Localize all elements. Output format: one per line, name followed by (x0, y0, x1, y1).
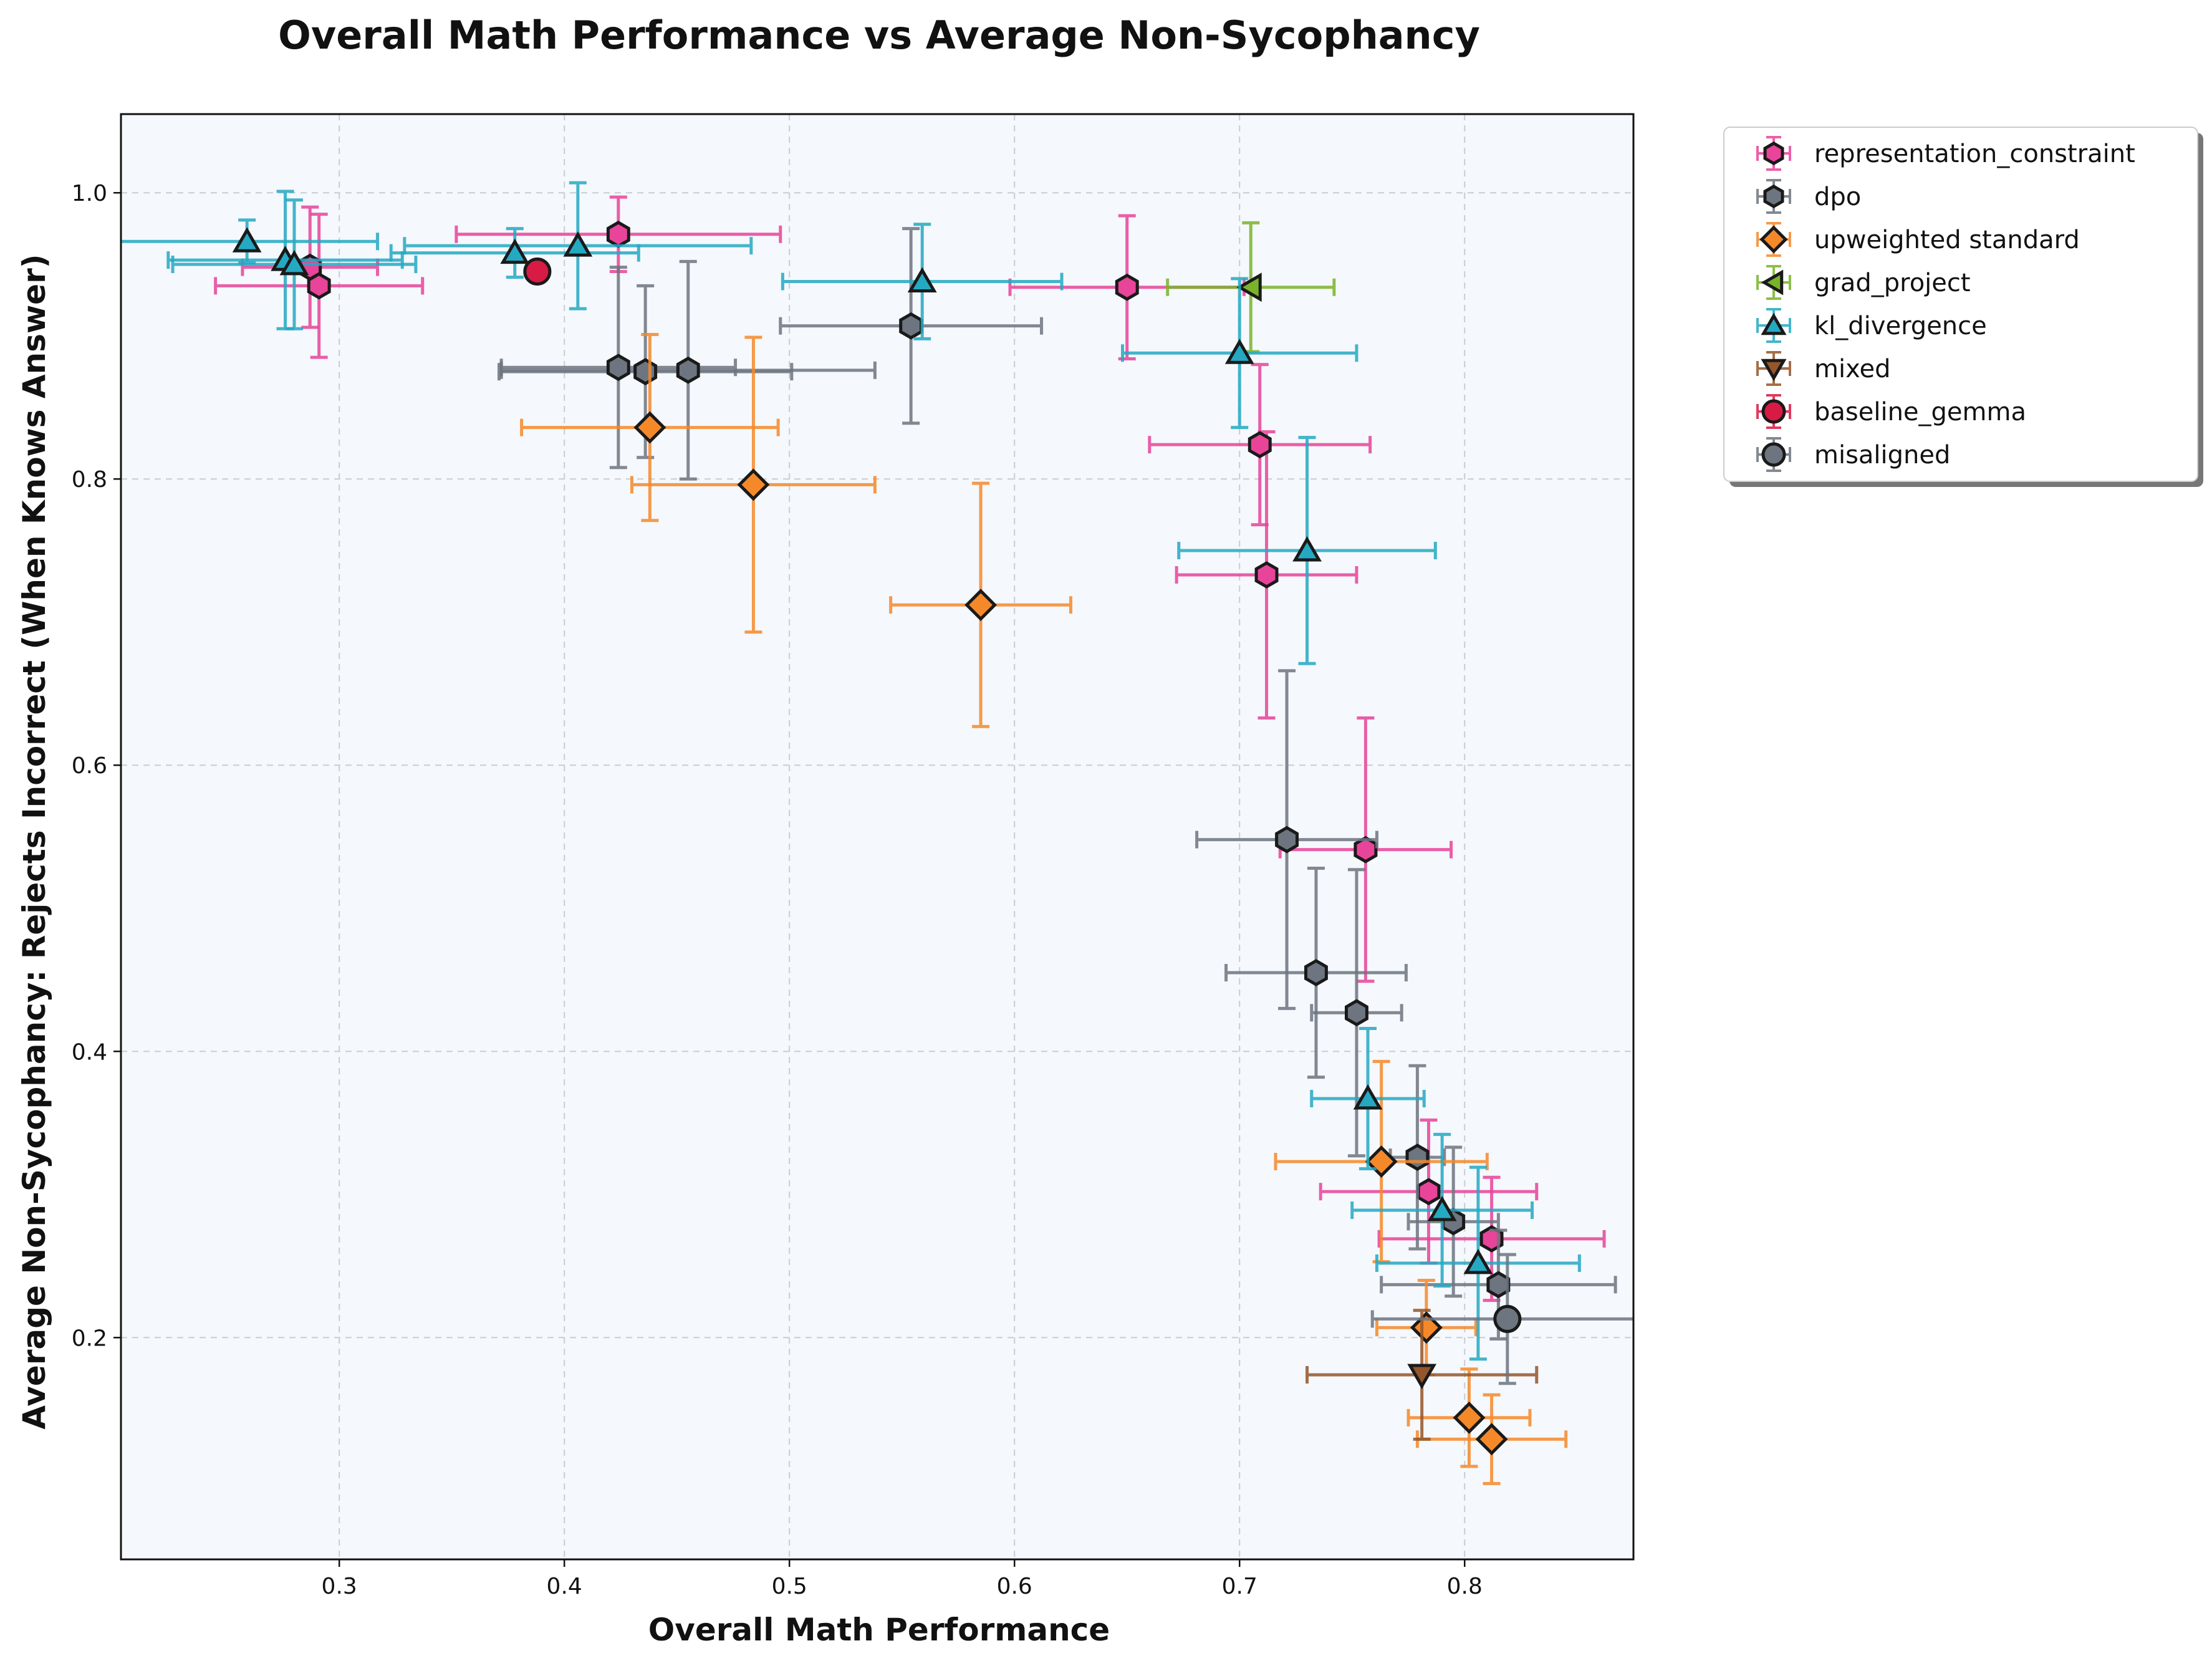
y-tick-label-4: 1.0 (72, 181, 107, 206)
x-axis-label: Overall Math Performance (648, 1612, 1110, 1648)
data-point-1-0 (606, 354, 630, 382)
data-point-4-4 (563, 231, 593, 257)
data-point-4-6 (1224, 339, 1254, 364)
legend-label-7: misaligned (1814, 441, 1950, 469)
data-point-1-7 (1405, 1144, 1430, 1171)
data-point-2-0 (633, 411, 666, 444)
x-tick-label-1: 0.4 (547, 1574, 582, 1599)
data-point-7-0 (1493, 1304, 1522, 1333)
data-point-2-6 (1475, 1423, 1508, 1456)
data-point-4-5 (907, 267, 937, 292)
chart-title: Overall Math Performance vs Average Non-… (278, 12, 1480, 58)
x-tick-label-4: 0.7 (1222, 1574, 1257, 1599)
y-tick-label-0: 0.2 (72, 1326, 107, 1351)
data-point-0-6 (1354, 835, 1378, 864)
x-tick-label-0: 0.3 (322, 1574, 357, 1599)
data-point-4-9 (1427, 1195, 1457, 1221)
data-point-2-1 (737, 468, 770, 501)
data-point-1-9 (1486, 1271, 1511, 1299)
legend-label-5: mixed (1814, 355, 1891, 383)
legend-marker-2 (1759, 225, 1788, 254)
series-5 (1306, 1309, 1539, 1441)
data-point-1-2 (676, 356, 700, 384)
data-point-4-10 (1463, 1248, 1493, 1274)
data-point-3-0 (1236, 272, 1262, 302)
data-point-0-5 (1254, 561, 1279, 589)
legend-label-4: kl_divergence (1814, 312, 1987, 340)
legend-marker-6 (1761, 399, 1786, 424)
data-point-0-8 (1479, 1225, 1504, 1253)
plot-frame (120, 113, 1635, 1561)
data-point-0-4 (1248, 431, 1272, 459)
y-tick-label-1: 0.4 (72, 1039, 107, 1065)
data-point-2-5 (1453, 1401, 1486, 1434)
data-point-0-7 (1416, 1178, 1441, 1206)
data-point-1-6 (1345, 999, 1368, 1027)
data-point-0-1 (307, 272, 331, 300)
series-3 (1166, 221, 1336, 354)
x-tick-label-2: 0.5 (772, 1574, 807, 1599)
legend-box (1723, 127, 2198, 482)
plot-area: 0.3 0.4 0.5 0.6 0.7 0.8 0.2 0.4 0.6 0.8 1.0 (72, 113, 1635, 1599)
series-4 (121, 181, 1581, 1361)
legend-label-1: dpo (1814, 183, 1861, 211)
data-point-1-4 (1275, 826, 1299, 854)
series-6 (523, 257, 552, 286)
series-7 (1370, 1253, 1633, 1385)
legend-marker-3 (1761, 269, 1784, 296)
legend-label-0: representation_constraint (1814, 140, 2135, 168)
data-point-5-0 (1407, 1364, 1437, 1390)
x-tick-label-3: 0.6 (997, 1574, 1032, 1599)
data-point-2-2 (964, 589, 998, 622)
data-point-4-7 (1292, 536, 1322, 562)
data-point-4-2 (279, 249, 309, 276)
series-2 (520, 332, 1568, 1485)
y-tick-label-2: 0.6 (72, 753, 107, 779)
data-point-6-0 (523, 257, 552, 286)
legend-marker-0 (1763, 141, 1784, 165)
legend-marker-1 (1763, 185, 1784, 208)
series-1 (498, 227, 1617, 1341)
data-point-4-8 (1353, 1084, 1383, 1110)
legend-label-2: upweighted standard (1814, 226, 2080, 254)
data-point-4-3 (500, 238, 530, 264)
legend-marker-7 (1761, 442, 1786, 467)
data-point-0-2 (606, 220, 630, 248)
plot-background (121, 114, 1633, 1559)
legend-label-3: grad_project (1814, 269, 1971, 297)
data-point-0-3 (1115, 273, 1139, 301)
data-point-1-1 (633, 358, 658, 385)
data-point-1-3 (899, 312, 923, 340)
y-tick-label-3: 0.8 (72, 467, 107, 493)
legend-marker-5 (1761, 359, 1787, 382)
data-point-1-5 (1304, 959, 1328, 986)
data-point-4-0 (232, 227, 262, 253)
legend-marker-4 (1761, 312, 1787, 335)
y-axis-label: Average Non-Sycophancy: Rejects Incorrec… (16, 254, 52, 1429)
data-point-2-4 (1410, 1311, 1443, 1344)
x-tick-label-5: 0.8 (1447, 1574, 1483, 1599)
legend-label-6: baseline_gemma (1814, 398, 2026, 426)
